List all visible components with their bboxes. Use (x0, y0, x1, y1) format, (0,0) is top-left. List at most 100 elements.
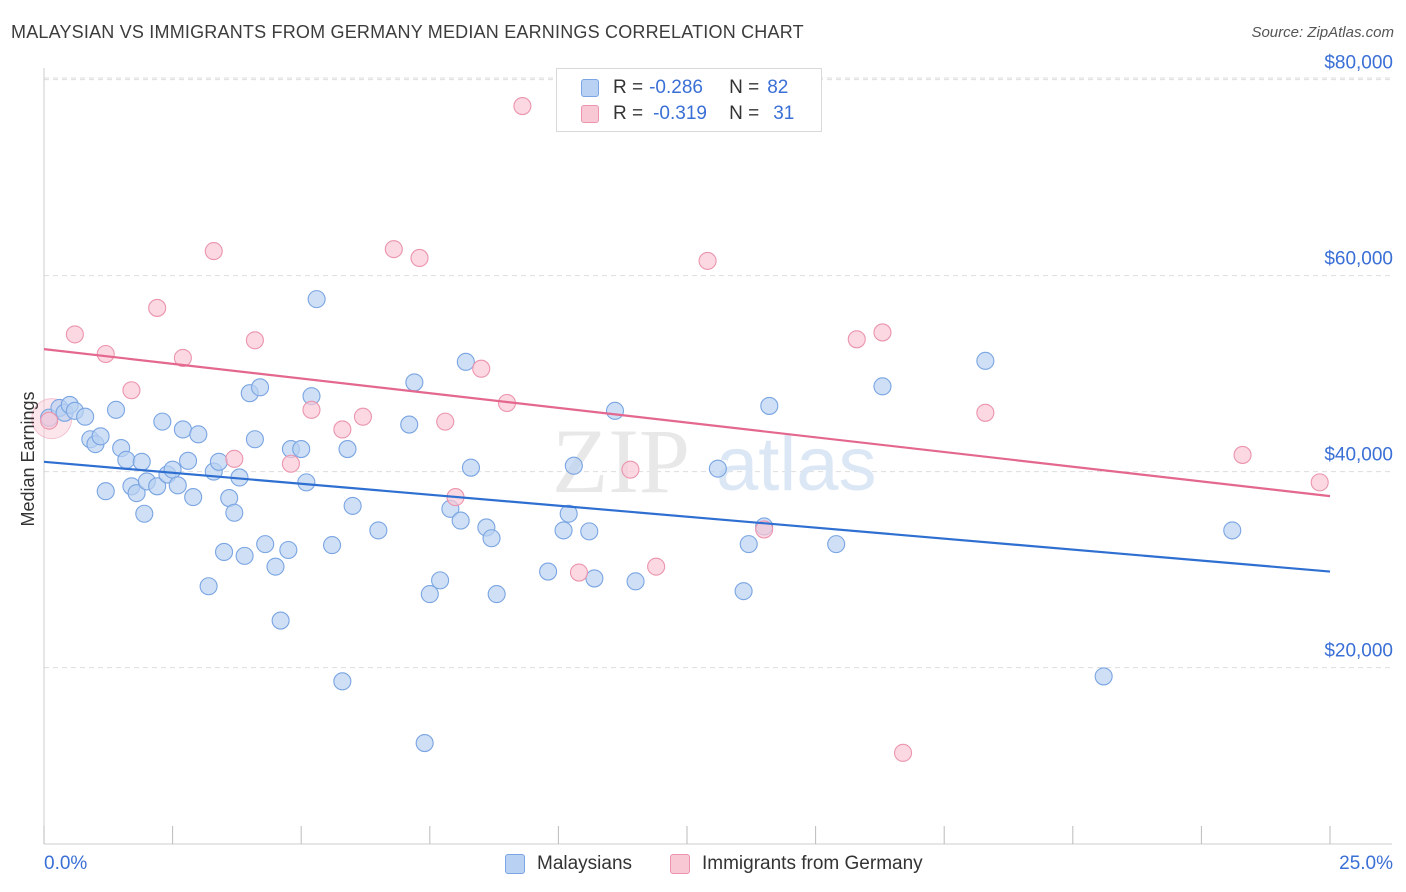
point-malaysian (214, 542, 234, 562)
point-malaysian (189, 425, 208, 444)
point-germany (281, 454, 300, 473)
point-malaysian (271, 611, 290, 630)
point-germany (1310, 473, 1329, 492)
legend-n-label: N = (729, 77, 760, 98)
point-germany (436, 412, 455, 431)
point-malaysian (554, 521, 573, 540)
point-malaysian (117, 450, 136, 469)
point-malaysian (235, 546, 254, 565)
y-tick-label: $80,000 (1324, 53, 1393, 74)
legend-n-value: 82 (767, 77, 789, 98)
point-germany (65, 325, 84, 344)
point-germany (755, 520, 774, 539)
point-malaysian (333, 672, 352, 691)
point-malaysian (307, 290, 326, 309)
legend-row-malaysians: R = -0.286 N = 82 (581, 76, 788, 100)
point-malaysian (564, 456, 583, 475)
point-malaysian (559, 504, 578, 523)
point-malaysian (369, 521, 388, 540)
bottom-legend-malaysians: Malaysians (505, 852, 632, 876)
point-malaysian (225, 503, 244, 522)
trendline-malaysian (43, 460, 1331, 573)
point-germany (96, 344, 115, 364)
y-tick-label: $40,000 (1324, 445, 1393, 466)
y-tick-label: $20,000 (1324, 641, 1393, 662)
point-germany (1233, 445, 1252, 464)
point-malaysian (163, 460, 182, 479)
point-malaysian (539, 562, 558, 581)
point-malaysian (106, 400, 126, 419)
point-germany (569, 563, 589, 582)
point-malaysian (343, 496, 362, 515)
point-malaysian (739, 535, 758, 554)
point-germany (173, 348, 192, 367)
correlation-legend: R = -0.286 N = 82 R = -0.319 N = 31 (556, 68, 822, 132)
point-germany (873, 323, 892, 342)
point-malaysian (1094, 667, 1113, 686)
point-malaysian (708, 459, 727, 478)
point-malaysian (91, 427, 110, 446)
point-malaysian (199, 577, 218, 596)
point-malaysian (323, 536, 342, 555)
point-malaysian (178, 451, 198, 470)
point-germany (621, 460, 640, 479)
point-germany (384, 240, 403, 259)
point-germany (122, 381, 141, 400)
point-malaysian (292, 440, 311, 459)
point-malaysian (184, 488, 203, 507)
point-germany (647, 557, 666, 576)
point-malaysian (451, 511, 470, 530)
points-layer (31, 97, 1329, 762)
point-malaysian (297, 473, 316, 492)
tick-labels: $20,000 $40,000 $60,000 $80,000 0.0% 25.0% (44, 53, 1393, 874)
point-malaysian (153, 412, 172, 431)
point-germany (333, 420, 352, 439)
point-malaysian (76, 407, 95, 426)
point-malaysian (482, 529, 501, 548)
source-credit: Source: ZipAtlas.com (1251, 24, 1394, 41)
legend-row-germany: R = -0.319 N = 31 (581, 102, 794, 126)
x-tick-label-max: 25.0% (1339, 853, 1393, 874)
point-malaysian (415, 734, 434, 753)
point-malaysian (580, 522, 599, 541)
point-germany (40, 411, 59, 430)
y-tick-label: $60,000 (1324, 249, 1393, 270)
bottom-legend-label: Malaysians (537, 853, 633, 874)
point-germany (225, 449, 244, 468)
point-malaysian (266, 557, 285, 576)
point-germany (513, 97, 532, 116)
point-malaysian (456, 352, 475, 371)
point-germany (472, 359, 491, 378)
point-germany (148, 298, 167, 317)
point-germany (204, 242, 223, 261)
bottom-legend-germany: Immigrants from Germany (670, 852, 923, 876)
point-malaysian (168, 476, 187, 495)
chart-title: MALAYSIAN VS IMMIGRANTS FROM GERMANY MED… (11, 22, 804, 42)
legend-r-label: R = (613, 103, 644, 124)
point-malaysian (1223, 521, 1242, 540)
point-germany (245, 331, 264, 350)
point-malaysian (400, 415, 419, 434)
point-malaysian (127, 484, 146, 503)
trendline-germany (43, 348, 1331, 498)
bottom-legend-swatch-blue (505, 854, 525, 874)
point-germany (353, 407, 372, 426)
legend-r-value: -0.319 (653, 103, 707, 124)
bottom-legend-swatch-pink (670, 854, 690, 874)
point-malaysian (420, 585, 439, 604)
point-germany (698, 251, 717, 270)
point-malaysian (873, 377, 892, 396)
point-germany (976, 403, 995, 422)
point-malaysian (135, 504, 154, 523)
point-malaysian (148, 477, 167, 496)
bottom-legend-label: Immigrants from Germany (702, 853, 923, 874)
axes-layer (43, 68, 1392, 845)
legend-n-label: N = (729, 103, 760, 124)
point-germany (302, 400, 321, 419)
point-malaysian (405, 373, 424, 392)
legend-swatch-pink (581, 105, 599, 123)
point-germany (410, 248, 429, 268)
point-malaysian (209, 452, 228, 471)
point-malaysian (256, 535, 275, 554)
